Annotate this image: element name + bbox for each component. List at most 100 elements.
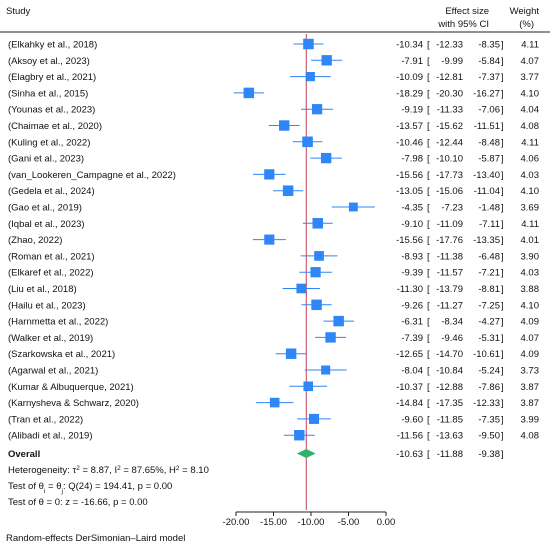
ci-right-bracket: ]: [501, 366, 504, 377]
ci-upper: -10.61: [473, 349, 500, 360]
effect-value: -11.30: [397, 284, 423, 295]
overall-ci-right-bracket: ]: [501, 449, 504, 460]
ci-lower: -17.76: [436, 235, 463, 246]
x-tick-label: -5.00: [338, 517, 360, 528]
effect-value: -9.19: [401, 105, 423, 116]
effect-marker: [285, 348, 297, 359]
ci-lower: -11.09: [437, 219, 463, 230]
header-weight: Weight: [510, 6, 540, 17]
ci-left-bracket: [: [427, 219, 430, 230]
weight-value: 4.03: [521, 170, 540, 181]
effect-value: -13.05: [396, 186, 423, 197]
ci-left-bracket: [: [427, 251, 430, 262]
effect-value: -8.93: [401, 251, 423, 262]
effect-value: -9.26: [401, 300, 423, 311]
ci-right-bracket: ]: [501, 203, 504, 214]
overall-ci-upper: -9.38: [478, 449, 500, 460]
ci-upper: -5.24: [478, 366, 500, 377]
ci-right-bracket: ]: [501, 317, 504, 328]
effect-marker: [279, 120, 290, 131]
effect-marker: [282, 185, 294, 196]
ci-left-bracket: [: [427, 414, 430, 425]
effect-marker: [312, 218, 324, 229]
effect-marker: [310, 267, 321, 278]
weight-value: 3.87: [521, 382, 540, 393]
study-name: (Sinha et al., 2015): [8, 88, 88, 99]
ci-left-bracket: [: [427, 398, 430, 409]
ci-right-bracket: ]: [501, 137, 504, 148]
ci-upper: -7.37: [478, 72, 500, 83]
study-name: (Agarwal et al., 2021): [8, 366, 98, 377]
effect-marker: [264, 169, 275, 180]
study-name: (Alibadi et al., 2019): [8, 431, 93, 442]
weight-value: 4.10: [521, 186, 540, 197]
effect-value: -6.31: [401, 317, 423, 328]
ci-right-bracket: ]: [501, 251, 504, 262]
weight-value: 4.06: [521, 154, 540, 165]
study-name: (Aksoy et al., 2023): [8, 56, 90, 67]
effect-marker: [321, 55, 332, 66]
study-name: (Tran et al., 2022): [8, 414, 83, 425]
effect-marker: [296, 283, 307, 294]
ci-lower: -11.33: [437, 105, 463, 116]
header-effect-ci: with 95% CI: [437, 19, 489, 30]
study-name: (Harnmetta et al., 2022): [8, 317, 108, 328]
study-name: (Liu et al., 2018): [8, 284, 77, 295]
ci-right-bracket: ]: [501, 186, 504, 197]
ci-left-bracket: [: [427, 317, 430, 328]
weight-value: 4.08: [521, 121, 540, 132]
effect-marker: [302, 136, 313, 148]
weight-value: 4.10: [521, 88, 540, 99]
ci-left-bracket: [: [427, 121, 430, 132]
weight-value: 4.04: [521, 105, 540, 116]
ci-lower: -15.62: [436, 121, 463, 132]
study-name: (Karnysheva & Schwarz, 2020): [8, 398, 139, 409]
weight-value: 4.07: [521, 333, 540, 344]
effect-marker: [303, 381, 314, 392]
ci-lower: -11.57: [437, 268, 463, 279]
weight-value: 3.90: [521, 251, 540, 262]
ci-right-bracket: ]: [501, 382, 504, 393]
study-name: (Zhao, 2022): [8, 235, 62, 246]
ci-upper: -8.48: [478, 137, 500, 148]
ci-lower: -11.27: [437, 300, 463, 311]
ci-left-bracket: [: [427, 56, 430, 67]
heterogeneity-stats: Heterogeneity: τ2 = 8.87, I2 = 87.65%, H…: [8, 465, 209, 477]
effect-marker: [308, 413, 320, 424]
ci-right-bracket: ]: [501, 121, 504, 132]
ci-left-bracket: [: [427, 154, 430, 165]
effect-marker: [314, 251, 324, 261]
ci-left-bracket: [: [427, 137, 430, 148]
effect-value: -9.10: [401, 219, 423, 230]
weight-value: 3.88: [521, 284, 540, 295]
ci-upper: -16.27: [473, 88, 500, 99]
study-name: (Elkahky et al., 2018): [8, 40, 97, 51]
ci-upper: -5.87: [478, 154, 500, 165]
ci-lower: -13.79: [436, 284, 463, 295]
overall-ci-left-bracket: [: [427, 449, 430, 460]
study-name: (Szarkowska et al., 2021): [8, 349, 115, 360]
overall-diamond: [296, 449, 316, 458]
effect-marker: [311, 104, 323, 115]
ci-left-bracket: [: [427, 366, 430, 377]
ci-upper: -7.21: [478, 268, 500, 279]
weight-value: 3.77: [521, 72, 540, 83]
ci-lower: -10.10: [436, 154, 463, 165]
study-rows: (Elkahky et al., 2018) -10.34 [-12.33 -8.35…: [8, 38, 540, 442]
effect-value: -7.91: [401, 56, 423, 67]
ci-left-bracket: [: [427, 268, 430, 279]
ci-upper: -8.35: [478, 40, 500, 51]
ci-right-bracket: ]: [501, 414, 504, 425]
effect-value: -14.84: [396, 398, 423, 409]
ci-lower: -8.34: [441, 317, 463, 328]
ci-right-bracket: ]: [501, 154, 504, 165]
ci-left-bracket: [: [427, 235, 430, 246]
ci-right-bracket: ]: [501, 300, 504, 311]
weight-value: 4.11: [521, 137, 539, 148]
overall-effect-value: -10.63: [396, 449, 423, 460]
effect-value: -9.60: [401, 414, 423, 425]
ci-upper: -5.31: [478, 333, 500, 344]
effect-marker: [325, 332, 336, 343]
ci-upper: -9.50: [478, 431, 500, 442]
ci-left-bracket: [: [427, 431, 430, 442]
